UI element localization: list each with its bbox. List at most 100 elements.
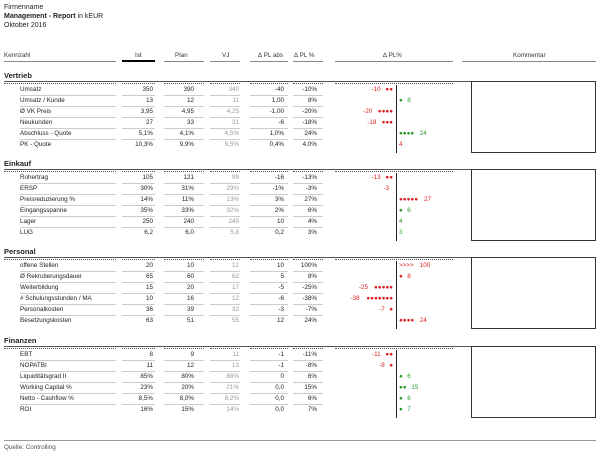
row-label: PK - Quote <box>20 141 52 148</box>
zero-line <box>396 173 397 241</box>
row-label: Abschluss - Quote <box>20 130 72 137</box>
value-vj: 11 <box>232 97 239 104</box>
row-rule <box>20 360 116 361</box>
table-row: PK - Quote 10,3% 9,9% 9,5% 0,4% 4,0% 4 <box>0 140 600 150</box>
value-ist: 16% <box>140 406 153 413</box>
pl-value-label: -25 <box>358 284 368 291</box>
row-rule <box>293 117 323 118</box>
row-rule <box>293 106 323 107</box>
value-pl-pct: -13% <box>302 174 317 181</box>
section-dotline <box>4 171 116 172</box>
value-pl-pct: -10% <box>302 86 317 93</box>
row-rule <box>122 293 155 294</box>
row-rule <box>210 128 240 129</box>
section-dotline <box>293 83 323 84</box>
pl-value-label: 8 <box>407 273 411 280</box>
row-rule <box>250 95 288 96</box>
value-plan: 39 <box>186 306 194 313</box>
value-ist: 63 <box>145 317 153 324</box>
value-ist: 250 <box>142 218 153 225</box>
row-rule <box>20 304 116 305</box>
pl-value-label: -18 <box>367 119 377 126</box>
pl-marker: ● <box>399 273 403 280</box>
row-rule <box>122 106 155 107</box>
row-rule <box>293 360 323 361</box>
row-rule <box>210 371 240 372</box>
row-rule <box>122 271 155 272</box>
value-pl-pct: 8% <box>307 273 317 280</box>
value-vj: 4,25 <box>226 108 239 115</box>
row-rule <box>293 194 323 195</box>
value-pl-abs: -16 <box>274 174 284 181</box>
section-dotline <box>250 259 288 260</box>
value-pl-abs: -5 <box>278 284 284 291</box>
value-vj: 55 <box>231 317 239 324</box>
section-dotline <box>335 171 453 172</box>
value-plan: 12 <box>186 97 194 104</box>
table-row: LUG 6,2 6,0 5,8 0,2 3% 3 <box>0 228 600 238</box>
value-vj: 4,5% <box>224 130 239 137</box>
value-vj: 32% <box>226 207 239 214</box>
pl-value-label: 7 <box>407 406 411 413</box>
value-plan: 4,1% <box>179 130 194 137</box>
report-unit: in kEUR <box>77 13 104 20</box>
pl-value-label: -20 <box>363 108 373 115</box>
row-rule <box>293 205 323 206</box>
value-plan: 121 <box>183 174 194 181</box>
row-label: Neukunden <box>20 119 53 126</box>
report-title: Management - Report in kEUR <box>4 12 103 21</box>
value-vj: 9,5% <box>224 141 239 148</box>
value-pl-pct: -20% <box>302 108 317 115</box>
row-rule <box>122 117 155 118</box>
comment-box <box>471 346 596 418</box>
table-row: Liquiditätsgrad II 85% 80% 88% 0 6% ● 6 <box>0 372 600 382</box>
pl-marker: ●●●● <box>399 317 415 324</box>
table-row: NOPATBI 11 12 13 -1 -8% ● -8 <box>0 361 600 371</box>
value-pl-pct: -25% <box>302 284 317 291</box>
value-ist: 6,2 <box>144 229 153 236</box>
value-pl-pct: 4,0% <box>302 141 317 148</box>
row-rule <box>122 95 155 96</box>
table-row: ERSP 30% 31% 29% -1% -3% -3 <box>0 184 600 194</box>
row-rule <box>164 282 204 283</box>
row-rule <box>20 117 116 118</box>
row-rule <box>250 393 288 394</box>
value-plan: 33% <box>181 207 194 214</box>
value-plan: 33 <box>186 119 194 126</box>
section-dotline <box>335 348 453 349</box>
row-rule <box>250 282 288 283</box>
row-rule <box>210 194 240 195</box>
row-rule <box>164 293 204 294</box>
section-dotline <box>335 83 453 84</box>
section-dotline <box>164 348 204 349</box>
value-ist: 13 <box>145 97 153 104</box>
pl-value-label: 3 <box>399 229 403 236</box>
col-plan: Plan <box>175 52 188 59</box>
value-pl-pct: -7% <box>305 306 317 313</box>
row-rule <box>210 95 240 96</box>
value-ist: 85% <box>140 373 153 380</box>
row-rule <box>122 227 155 228</box>
table-row: Ø Rekrutierungsdauer 65 60 62 5 8% ● 8 <box>0 272 600 282</box>
pl-value-label: 100 <box>419 262 431 269</box>
pl-value-label: 6 <box>407 373 411 380</box>
value-pl-pct: -11% <box>302 351 317 358</box>
row-rule <box>210 227 240 228</box>
row-rule <box>164 128 204 129</box>
value-plan: 80% <box>181 373 194 380</box>
section-dotline <box>335 259 453 260</box>
row-rule <box>20 293 116 294</box>
row-rule <box>122 139 155 140</box>
value-vj: 88% <box>226 373 239 380</box>
table-row: Ø VK Preis 3,95 4,95 4,25 -1,00 -20% ●●●● -20 <box>0 107 600 117</box>
section-title: Finanzen <box>4 336 37 345</box>
pl-marker: ●●●●● <box>373 284 393 291</box>
value-vj: 32 <box>231 306 239 313</box>
row-label: LUG <box>20 229 33 236</box>
row-label: offene Stellen <box>20 262 59 269</box>
pl-value-label: -38 <box>350 295 360 302</box>
row-rule <box>210 293 240 294</box>
row-rule <box>210 271 240 272</box>
value-pl-abs: -6 <box>278 119 284 126</box>
row-rule <box>164 216 204 217</box>
